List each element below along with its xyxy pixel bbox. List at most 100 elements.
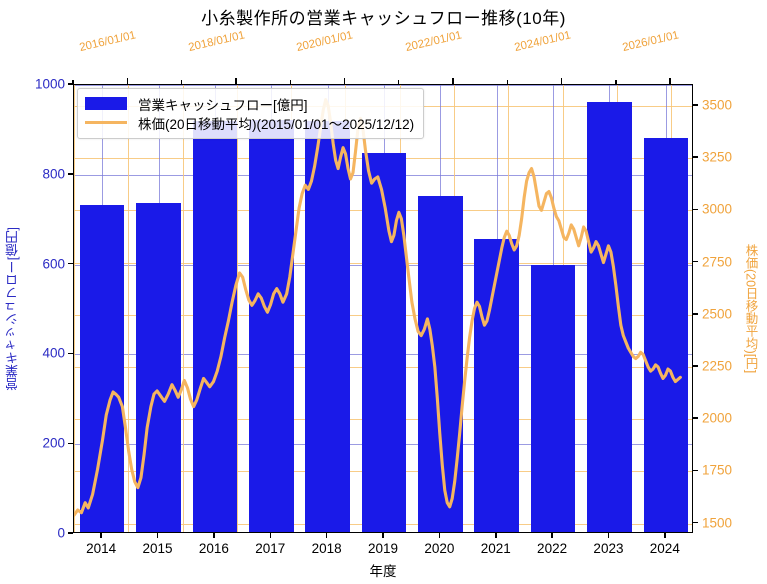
- x-axis-tick-mark: [495, 533, 497, 538]
- top-axis-tick-label: 2016/01/01: [78, 29, 138, 54]
- x-axis-tick-label-2016: 2016: [198, 541, 229, 556]
- right-axis-tick-mark: [693, 365, 698, 367]
- bar-2024: [643, 137, 689, 532]
- right-axis-tick-label: 3500: [702, 97, 733, 113]
- x-axis-tick-mark: [664, 533, 666, 538]
- x-axis-tick-label-2024: 2024: [649, 541, 680, 556]
- right-axis-tick-mark: [693, 417, 698, 419]
- right-axis-title: 株価(20日移動平均)[円]: [740, 84, 762, 533]
- right-axis-tick-label: 1750: [702, 462, 733, 478]
- bar-2022: [530, 265, 576, 532]
- bar-2021: [474, 239, 519, 532]
- x-axis-tick-mark: [325, 533, 328, 538]
- bar-2017: [249, 120, 294, 532]
- top-axis-minor-tick: [289, 80, 291, 84]
- x-axis-tick-label-2015: 2015: [142, 541, 173, 556]
- left-axis-tick-label: 1000: [34, 76, 65, 92]
- left-axis-tick-mark: [68, 352, 73, 355]
- right-axis-tick-label: 1500: [702, 515, 733, 531]
- x-axis-tick-mark: [100, 533, 102, 538]
- left-axis-tick-label: 400: [42, 345, 65, 361]
- bar-2020: [418, 196, 463, 532]
- right-axis-tick-mark: [693, 104, 698, 106]
- right-axis-title-text: 株価(20日移動平均)[円]: [743, 243, 758, 374]
- bar-2016: [192, 120, 238, 532]
- x-axis-tick-mark: [551, 533, 553, 538]
- x-axis-tick-mark: [156, 533, 159, 538]
- gridline-vertical-date: [128, 85, 130, 532]
- right-axis-tick-mark: [693, 156, 698, 158]
- left-axis-tick-label: 200: [42, 435, 65, 451]
- left-axis-tick-mark: [68, 532, 73, 534]
- top-axis-minor-tick: [669, 80, 671, 84]
- x-axis-tick-mark: [382, 533, 384, 538]
- chart-title: 小糸製作所の営業キャッシュフロー推移(10年): [201, 9, 566, 28]
- top-axis-tick-label: 2024/01/01: [512, 29, 572, 54]
- plot-area: [73, 84, 693, 533]
- top-axis-minor-tick: [180, 80, 183, 84]
- x-axis-tick-label-2017: 2017: [255, 541, 286, 556]
- x-axis-title: 年度: [369, 564, 397, 579]
- right-axis-tick-label: 2250: [702, 358, 733, 374]
- x-axis-tick-label-2021: 2021: [480, 541, 511, 556]
- bar-2019: [361, 153, 407, 532]
- right-axis-tick-mark: [693, 521, 698, 524]
- bar-2023: [587, 101, 632, 532]
- bar-2014: [79, 204, 125, 532]
- top-axis-minor-tick: [126, 80, 128, 84]
- right-axis-tick-label: 3000: [702, 201, 733, 217]
- gridline-vertical-date: [74, 85, 75, 532]
- right-axis-tick-mark: [693, 313, 698, 315]
- right-axis-tick-label: 3250: [702, 149, 733, 165]
- x-axis-tick-label-2019: 2019: [367, 541, 399, 556]
- left-axis-tick-mark: [68, 83, 73, 85]
- top-axis-minor-tick: [343, 80, 346, 84]
- top-axis-minor-tick: [398, 80, 400, 84]
- right-axis-tick-label: 2750: [702, 254, 733, 269]
- right-axis-tick-mark: [693, 208, 698, 211]
- x-axis-tick-mark: [607, 533, 610, 538]
- x-axis-tick-label-2023: 2023: [593, 541, 624, 556]
- x-axis-tick-label-2020: 2020: [424, 541, 455, 556]
- legend-bar-label: 営業キャッシュフロー[億円]: [138, 97, 308, 113]
- x-axis-tick-mark: [269, 533, 272, 538]
- gridline-horizontal-left: [74, 85, 692, 86]
- left-axis-tick-mark: [68, 173, 73, 175]
- left-axis-title: 営業キャッシュフロー[億円]: [2, 84, 22, 533]
- right-axis-tick-label: 2500: [702, 306, 733, 322]
- bar-2015: [136, 202, 181, 532]
- x-axis-tick-label-2022: 2022: [537, 541, 568, 556]
- top-axis-tick-label: 2026/01/01: [621, 29, 681, 54]
- left-axis-tick-mark: [68, 262, 73, 265]
- top-axis-minor-tick: [561, 80, 563, 84]
- x-axis-tick-label-2014: 2014: [86, 541, 117, 556]
- x-axis-tick-mark: [213, 533, 215, 538]
- legend-line-label: 株価(20日移動平均)(2015/01/01〜2025/12/12): [138, 116, 415, 132]
- left-axis-tick-label: 0: [57, 525, 65, 541]
- legend-bar-swatch: [85, 97, 127, 110]
- top-axis-tick-label: 2020/01/01: [295, 29, 355, 54]
- top-axis-minor-tick: [72, 80, 74, 84]
- x-axis-tick-label-2018: 2018: [311, 541, 342, 556]
- right-axis-tick-mark: [693, 260, 698, 263]
- top-axis-minor-tick: [615, 80, 617, 84]
- left-axis-tick-mark: [68, 442, 73, 444]
- right-axis-tick-mark: [693, 469, 698, 472]
- right-axis-tick-label: 2000: [702, 410, 733, 426]
- chart-legend: 営業キャッシュフロー[億円] 株価(20日移動平均)(2015/01/01〜20…: [77, 88, 425, 139]
- left-axis-title-text: 営業キャッシュフロー[億円]: [4, 226, 20, 391]
- x-axis-tick-mark: [438, 533, 441, 538]
- top-axis-minor-tick: [506, 80, 509, 84]
- legend-item-stockprice: 株価(20日移動平均)(2015/01/01〜2025/12/12): [85, 113, 414, 132]
- top-axis-minor-tick: [235, 80, 237, 84]
- legend-line-swatch: [85, 120, 127, 125]
- legend-item-cashflow: 営業キャッシュフロー[億円]: [85, 94, 414, 113]
- left-axis-tick-label: 800: [42, 166, 65, 182]
- top-axis-minor-tick: [452, 80, 454, 84]
- left-axis-tick-label: 600: [42, 256, 65, 272]
- bar-2018: [305, 120, 350, 532]
- gridline-vertical-date: [182, 85, 184, 532]
- top-axis-tick-label: 2018/01/01: [187, 29, 246, 54]
- top-axis-tick-label: 2022/01/01: [404, 29, 464, 54]
